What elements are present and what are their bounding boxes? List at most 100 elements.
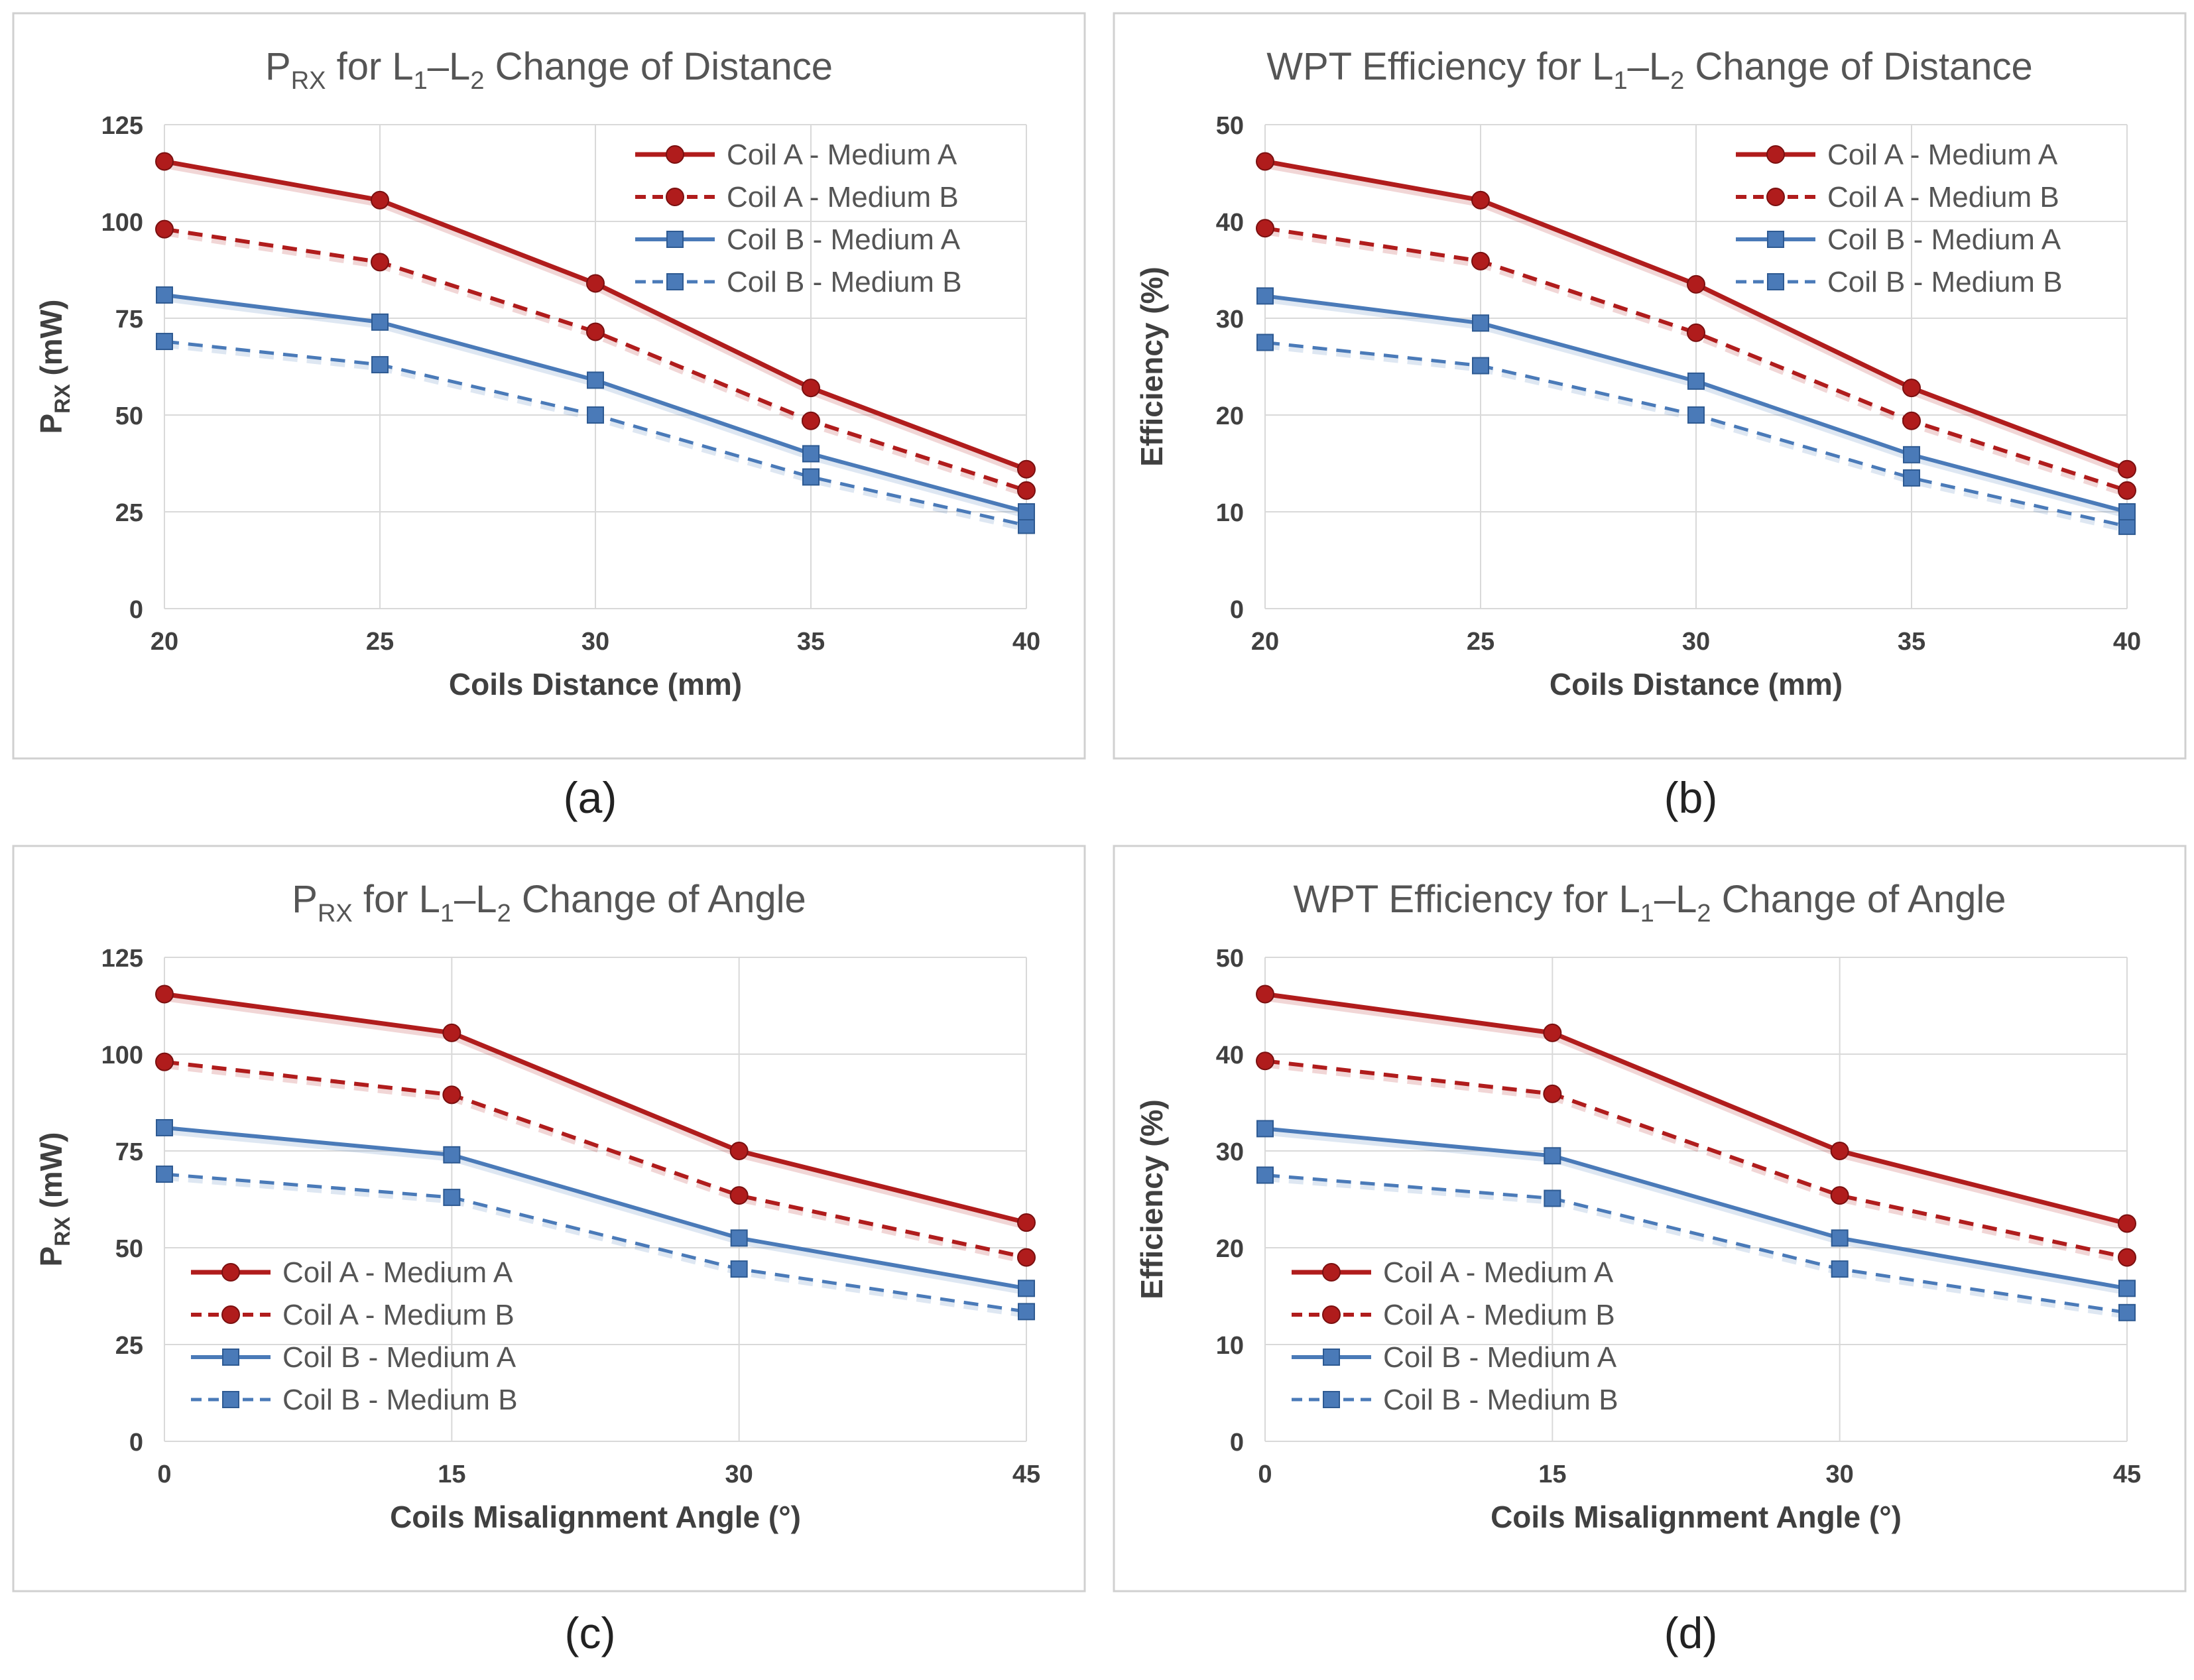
x-tick-label: 40 xyxy=(2113,628,2141,656)
legend-swatch-marker xyxy=(1766,145,1785,164)
legend: Coil A - Medium A Coil A - Medium B Coil B… xyxy=(635,139,962,298)
y-tick-label: 40 xyxy=(1216,209,1244,237)
series-line xyxy=(1264,992,2128,1226)
data-point xyxy=(2118,459,2136,479)
data-point xyxy=(155,985,174,1004)
series-line xyxy=(1264,226,2128,493)
legend-swatch-marker xyxy=(1767,231,1784,248)
x-axis-label: Coils Misalignment Angle (°) xyxy=(1491,1500,1902,1534)
data-point xyxy=(2118,503,2136,520)
data-point xyxy=(1017,1248,1036,1267)
legend-label: Coil A - Medium A xyxy=(1383,1256,1614,1289)
chart-b: 0 10 20 30 40 50 20 25 30 35 40 WPT Efficiency for … xyxy=(1113,12,2187,760)
series-1 xyxy=(1256,152,2136,479)
series-line xyxy=(164,992,1027,1225)
series-line xyxy=(1264,1173,2128,1315)
legend-swatch-marker xyxy=(1767,273,1784,290)
legend-swatch-marker xyxy=(666,231,684,248)
series-line xyxy=(164,1172,1027,1313)
legend-swatch-marker xyxy=(1322,1305,1341,1324)
x-tick-label: 40 xyxy=(1012,628,1040,656)
data-point xyxy=(1903,446,1920,463)
data-point xyxy=(443,1189,461,1207)
series-line xyxy=(1264,1126,2128,1291)
y-tick-label: 30 xyxy=(1216,306,1244,333)
legend-item: Coil B - Medium A xyxy=(635,223,961,256)
chart-panel-a: 0 25 50 75 100 125 20 25 30 35 40 PRX for L1–L2 Cha… xyxy=(12,12,1086,760)
y-axis-label: Efficiency (%) xyxy=(1134,1099,1169,1299)
legend-item: Coil B - Medium B xyxy=(1736,266,2063,298)
x-tick-label: 20 xyxy=(151,628,178,656)
series-2 xyxy=(155,1052,1036,1267)
y-tick-label: 100 xyxy=(101,1042,143,1069)
series-line xyxy=(164,1059,1027,1260)
legend-swatch-marker xyxy=(666,145,684,164)
series-line-shadow xyxy=(1264,1061,2128,1264)
y-tick-label: 50 xyxy=(115,1235,143,1263)
chart-title: PRX for L1–L2 Change of Angle xyxy=(292,878,806,928)
series-4 xyxy=(1256,1166,2136,1321)
caption-b: (b) xyxy=(1664,773,1718,822)
data-point xyxy=(2118,1248,2136,1267)
y-tick-label: 50 xyxy=(115,402,143,430)
y-tick-label: 0 xyxy=(129,596,143,624)
data-point xyxy=(1471,251,1490,270)
legend: Coil A - Medium A Coil A - Medium B Coil B… xyxy=(191,1256,518,1416)
data-point xyxy=(1256,152,1274,171)
series-line-shadow xyxy=(164,1127,1027,1295)
chart-frame xyxy=(1113,845,2187,1592)
y-tick-label: 10 xyxy=(1216,499,1244,527)
data-point xyxy=(1903,469,1920,487)
legend-swatch-marker xyxy=(222,1349,239,1366)
x-tick-label: 30 xyxy=(1682,628,1710,656)
data-point xyxy=(1017,459,1036,479)
y-tick-label: 40 xyxy=(1216,1042,1244,1069)
data-point xyxy=(1256,333,1274,351)
chart-panel-b: 0 10 20 30 40 50 20 25 30 35 40 WPT Efficiency for … xyxy=(1113,12,2187,760)
series-3 xyxy=(1256,287,2136,520)
data-point xyxy=(586,322,605,341)
legend-item: Coil B - Medium A xyxy=(1292,1341,1617,1374)
legend-label: Coil A - Medium B xyxy=(1827,181,2059,213)
data-point xyxy=(2118,1214,2136,1233)
legend-item: Coil A - Medium B xyxy=(191,1299,515,1331)
legend-swatch-marker xyxy=(1766,188,1785,206)
series-3 xyxy=(156,1118,1035,1297)
data-point xyxy=(2118,517,2136,535)
data-point xyxy=(1544,1189,1561,1207)
data-point xyxy=(1017,481,1036,500)
legend-label: Coil A - Medium A xyxy=(1827,139,2058,171)
legend-label: Coil B - Medium B xyxy=(1383,1384,1618,1416)
data-point xyxy=(1544,1147,1561,1165)
legend-label: Coil A - Medium A xyxy=(727,139,957,171)
y-tick-label: 50 xyxy=(1216,945,1244,973)
legend-label: Coil A - Medium B xyxy=(1383,1299,1615,1331)
data-point xyxy=(729,1186,749,1205)
legend-item: Coil B - Medium B xyxy=(191,1384,518,1416)
data-point xyxy=(1687,372,1705,390)
legend-item: Coil A - Medium A xyxy=(191,1256,513,1289)
data-point xyxy=(1256,219,1274,238)
data-point xyxy=(156,1166,173,1183)
y-tick-label: 100 xyxy=(101,209,143,237)
y-tick-label: 20 xyxy=(1216,402,1244,430)
data-point xyxy=(1256,287,1274,305)
series-line xyxy=(1264,1059,2128,1260)
legend-label: Coil A - Medium B xyxy=(727,181,959,213)
data-point xyxy=(1687,406,1705,424)
legend-item: Coil A - Medium B xyxy=(1736,181,2059,213)
data-point xyxy=(1256,1051,1274,1071)
series-line-shadow xyxy=(1264,1128,2128,1295)
data-point xyxy=(802,445,820,463)
chart-d: 0 10 20 30 40 50 0 15 30 45 WPT Efficiency for L1–… xyxy=(1113,845,2187,1592)
data-point xyxy=(1830,1142,1849,1160)
data-point xyxy=(2118,481,2136,500)
legend-item: Coil B - Medium B xyxy=(1292,1384,1618,1416)
x-tick-label: 25 xyxy=(1467,628,1494,656)
x-tick-label: 35 xyxy=(1898,628,1925,656)
legend-label: Coil B - Medium A xyxy=(727,223,961,256)
series-line-shadow xyxy=(164,1174,1027,1318)
legend-swatch-marker xyxy=(1322,1263,1341,1282)
legend-item: Coil B - Medium A xyxy=(1736,223,2061,256)
data-point xyxy=(442,1085,461,1105)
